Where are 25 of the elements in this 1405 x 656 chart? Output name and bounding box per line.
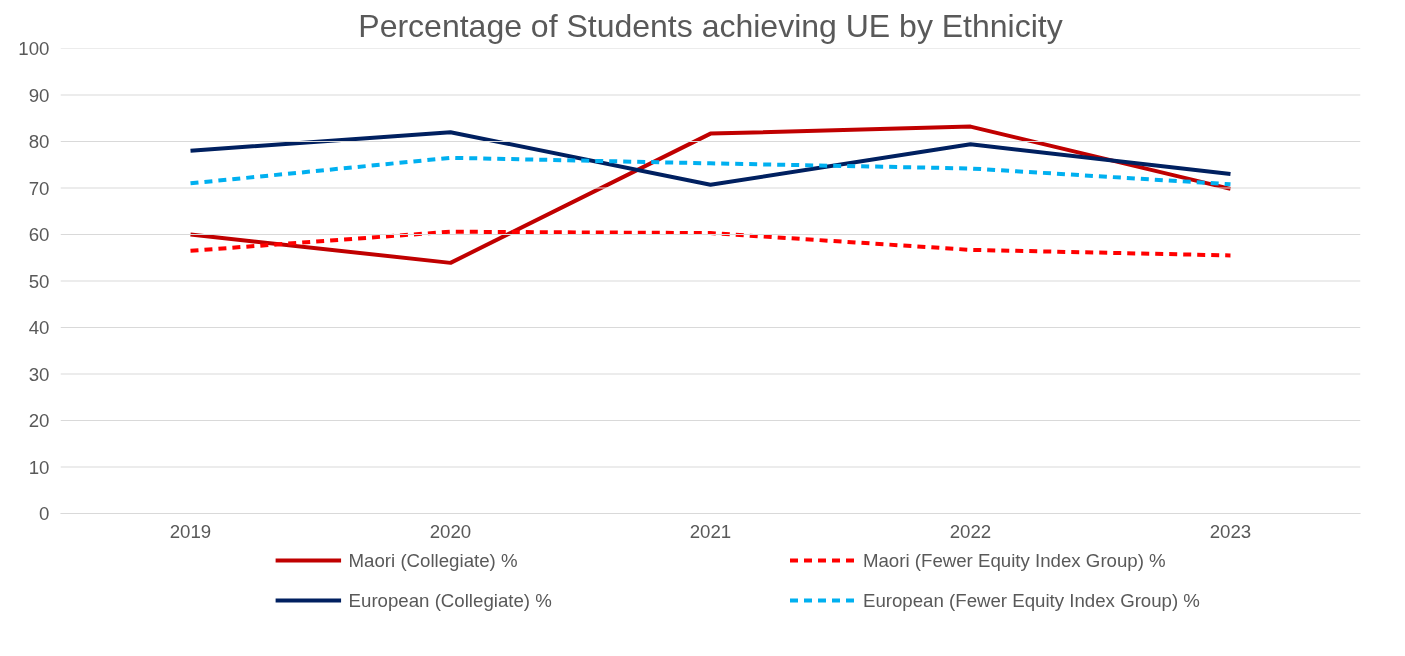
legend-label: European (Fewer Equity Index Group) %: [862, 590, 1200, 611]
y-tick-label: 40: [28, 317, 50, 338]
y-tick-label: 60: [28, 224, 50, 245]
x-tick-label: 2021: [689, 520, 732, 542]
x-tick-label: 2019: [169, 520, 212, 542]
y-tick-label: 90: [28, 84, 50, 106]
x-tick-label: 2020: [429, 520, 472, 542]
line-series: [188, 124, 1233, 265]
y-tick-label: 100: [18, 38, 50, 59]
x-tick-label: 2022: [949, 520, 992, 542]
legend-label: Maori (Collegiate) %: [348, 550, 518, 571]
line-series: [188, 229, 1233, 258]
y-tick-label: 0: [39, 503, 50, 524]
y-tick-label: 70: [28, 177, 50, 199]
y-tick-label: 20: [28, 410, 50, 431]
y-tick-label: 30: [28, 363, 50, 385]
y-tick-label: 50: [28, 270, 50, 292]
line-series: [188, 130, 1233, 187]
line-series: [188, 155, 1233, 187]
legend-label: European (Collegiate) %: [348, 590, 552, 611]
legend-label: Maori (Fewer Equity Index Group) %: [862, 550, 1166, 571]
y-tick-label: 80: [28, 131, 50, 152]
chart-title: Percentage of Students achieving UE by Ethnicity: [358, 7, 1063, 44]
x-tick-label: 2023: [1209, 520, 1252, 542]
y-tick-label: 10: [28, 456, 50, 478]
